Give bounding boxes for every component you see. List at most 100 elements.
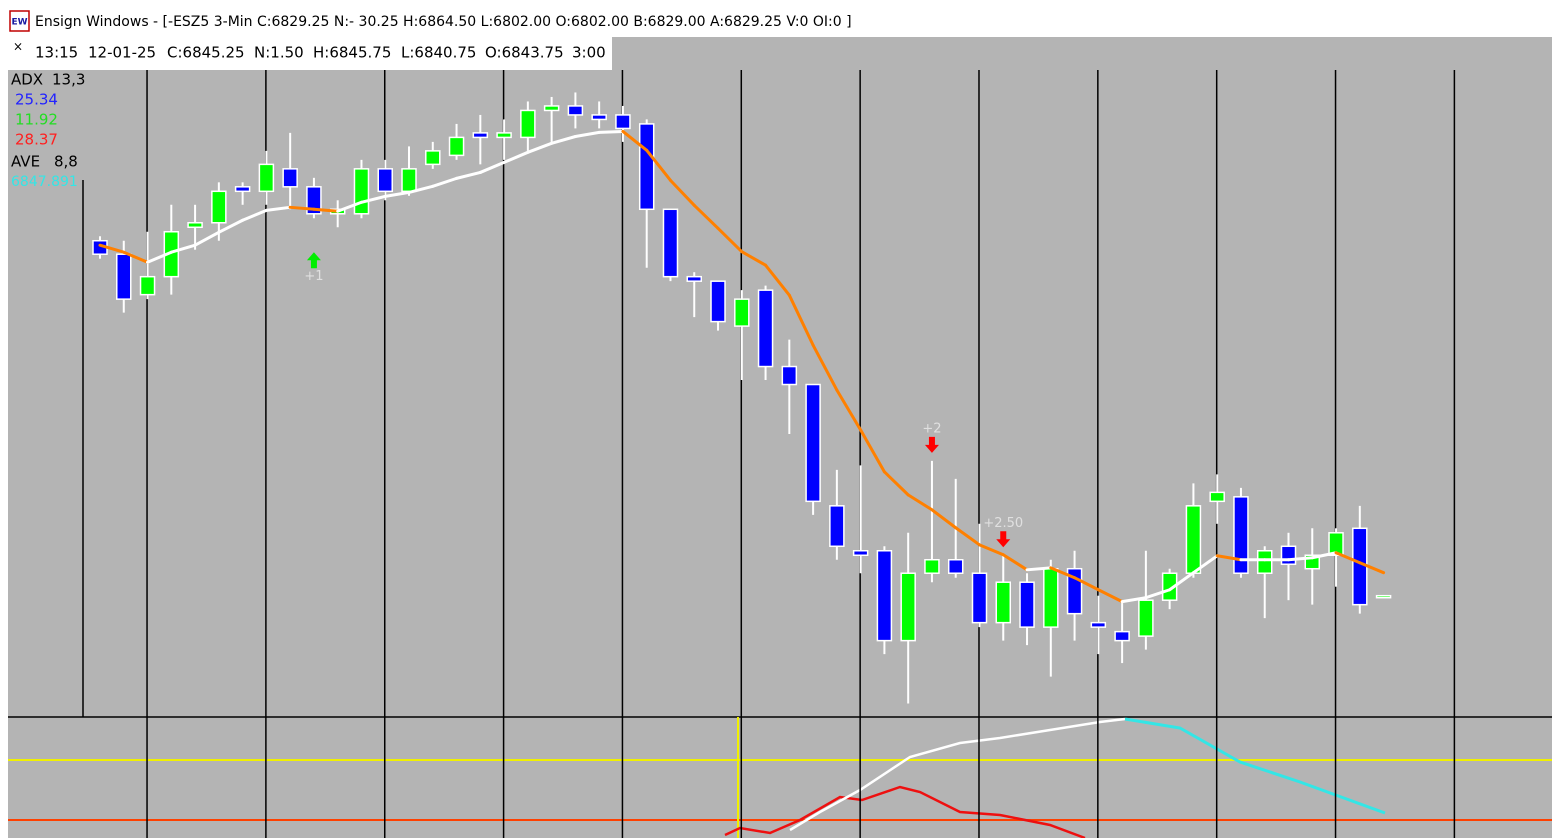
average-segment bbox=[764, 263, 791, 297]
average-segment bbox=[882, 470, 910, 497]
average-segment bbox=[906, 493, 934, 512]
candle-body bbox=[1114, 630, 1130, 642]
average-segment bbox=[1001, 553, 1029, 572]
legend-adx-value: 28.37 bbox=[15, 131, 58, 149]
average-segment bbox=[1073, 576, 1100, 592]
sell-arrow bbox=[996, 531, 1011, 548]
average-segment bbox=[1334, 551, 1362, 565]
legend-adx-value: 25.34 bbox=[15, 91, 58, 109]
cursor-field: 3:00 bbox=[572, 44, 606, 62]
cursor-field: O:6843.75 bbox=[485, 44, 564, 62]
candle-body bbox=[116, 253, 132, 300]
signal-label: +2.50 bbox=[983, 516, 1023, 531]
candle-body bbox=[615, 114, 631, 130]
average-segment bbox=[1120, 596, 1148, 604]
candle-body bbox=[1019, 581, 1035, 628]
average-segment bbox=[526, 141, 554, 154]
average-segment bbox=[1215, 554, 1243, 562]
candle-body bbox=[1138, 599, 1154, 637]
candle-body bbox=[734, 298, 750, 327]
candle-body bbox=[852, 550, 869, 557]
average-segment bbox=[359, 194, 387, 204]
signal-label: +1 bbox=[304, 269, 323, 284]
average-segment bbox=[597, 129, 625, 134]
legend-adx-value: 11.92 bbox=[15, 111, 58, 129]
candle-body bbox=[971, 572, 988, 624]
average-segment bbox=[98, 243, 126, 254]
candle-body bbox=[781, 365, 798, 386]
candle-body bbox=[947, 558, 964, 574]
cursor-field: H:6845.75 bbox=[313, 44, 391, 62]
average-segment bbox=[977, 543, 1005, 557]
average-segment bbox=[1310, 551, 1338, 560]
cursor-bar bbox=[8, 37, 612, 70]
average-segment bbox=[288, 205, 316, 211]
average-segment bbox=[550, 134, 577, 145]
average-segment bbox=[193, 230, 221, 247]
average-segment bbox=[122, 250, 150, 264]
average-segment bbox=[455, 170, 482, 180]
average-segment bbox=[740, 250, 768, 267]
average-segment bbox=[431, 176, 459, 188]
candle-body bbox=[377, 168, 393, 193]
average-segment bbox=[930, 508, 958, 530]
legend-ave-value: 6847.891 bbox=[11, 174, 78, 190]
candle-body bbox=[1043, 567, 1059, 628]
adx-cyan-line bbox=[1124, 717, 1386, 815]
candle-body bbox=[1328, 532, 1344, 557]
average-segment bbox=[478, 160, 506, 174]
average-segment bbox=[1144, 588, 1172, 600]
average-segment bbox=[146, 250, 173, 264]
average-segment bbox=[859, 428, 886, 474]
window-title: Ensign Windows - [-ESZ5 3-Min C:6829.25 … bbox=[35, 14, 852, 30]
candle-body bbox=[234, 186, 251, 193]
candle-body bbox=[924, 558, 940, 574]
average-segment bbox=[169, 243, 197, 254]
sell-arrow bbox=[924, 436, 939, 453]
cursor-field: 13:15 bbox=[35, 44, 78, 62]
average-segment bbox=[312, 207, 340, 213]
average-segment bbox=[241, 208, 268, 222]
average-segment bbox=[811, 343, 839, 392]
candle-body bbox=[258, 163, 275, 193]
legend-adx-params: 13,3 bbox=[52, 71, 85, 89]
average-segment bbox=[692, 203, 720, 230]
candle-body bbox=[876, 550, 893, 642]
average-segment bbox=[645, 148, 672, 182]
candle-body bbox=[1256, 550, 1273, 574]
candle-body bbox=[306, 186, 322, 215]
candle-body bbox=[543, 105, 560, 112]
candle-body bbox=[353, 168, 370, 215]
average-segment bbox=[502, 150, 530, 164]
average-segment bbox=[217, 218, 245, 234]
candle-body bbox=[757, 289, 774, 368]
candle-body bbox=[805, 383, 821, 503]
legend-adx: ADX bbox=[11, 71, 43, 89]
close-button[interactable]: × bbox=[13, 40, 23, 54]
average-segment bbox=[383, 190, 411, 198]
candle-body bbox=[1209, 491, 1225, 503]
candle-body bbox=[187, 222, 203, 229]
candle-body bbox=[211, 190, 227, 224]
average-segment bbox=[1168, 571, 1195, 592]
legend-ave: AVE bbox=[11, 153, 40, 171]
candle-body bbox=[1161, 572, 1178, 601]
average-segment bbox=[573, 130, 601, 138]
candle-body bbox=[1375, 594, 1392, 599]
adx-white-line bbox=[789, 717, 1126, 832]
candle-body bbox=[1233, 496, 1249, 574]
average-segment bbox=[954, 526, 981, 547]
candle-body bbox=[1352, 527, 1368, 606]
average-segment bbox=[1049, 566, 1077, 580]
candle-body bbox=[520, 109, 536, 139]
candle-body bbox=[710, 280, 726, 323]
candle-body bbox=[472, 132, 489, 139]
candle-body bbox=[662, 208, 679, 278]
candle-body bbox=[401, 168, 417, 193]
candle-body bbox=[139, 275, 156, 296]
signal-label: +2 bbox=[922, 421, 941, 436]
candle-body bbox=[1280, 545, 1297, 565]
candle-body bbox=[567, 105, 584, 116]
